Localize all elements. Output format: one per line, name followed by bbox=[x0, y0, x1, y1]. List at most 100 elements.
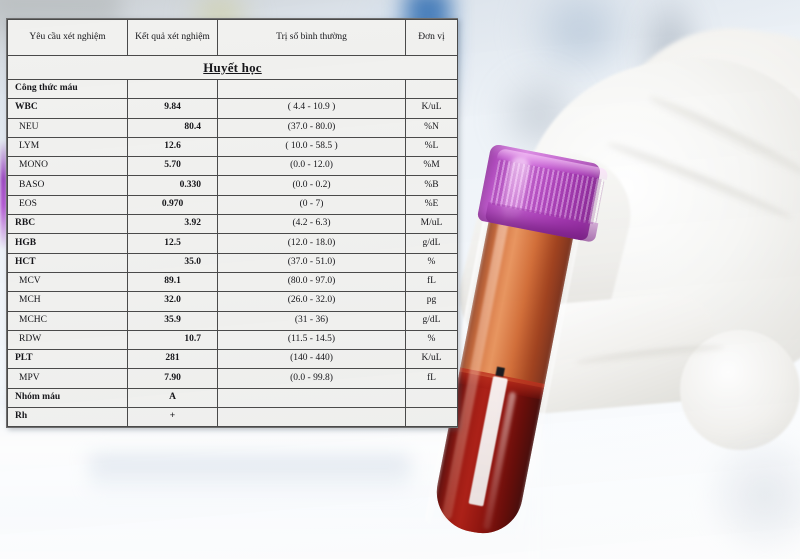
cell-test-name: HGB bbox=[7, 233, 128, 254]
cell-test-name: MPV bbox=[7, 368, 128, 389]
column-header-reference: Trị số bình thường bbox=[217, 19, 406, 56]
cell-unit: K/uL bbox=[405, 349, 458, 370]
cell-result-value: A bbox=[127, 387, 218, 409]
cell-test-name: BASO bbox=[7, 175, 128, 196]
section-title-text: Huyết học bbox=[203, 59, 262, 75]
cell-reference-range: (0.0 - 0.2) bbox=[217, 175, 406, 196]
cell-reference-range: (0.0 - 99.8) bbox=[217, 368, 406, 389]
table-row: LYM 12.6( 10.0 - 58.5 ) %L bbox=[7, 136, 458, 158]
blood-test-report: Yêu cầu xét nghiệm Kết quả xét nghiệm Tr… bbox=[6, 18, 458, 429]
cell-reference-range: (0.0 - 12.0) bbox=[217, 156, 406, 177]
cell-test-name: Công thức máu bbox=[7, 78, 128, 100]
cell-unit: %E bbox=[405, 194, 458, 216]
cell-unit: %B bbox=[405, 175, 458, 196]
cell-reference-range: ( 4.4 - 10.9 ) bbox=[217, 98, 406, 119]
tube-label-mark bbox=[495, 366, 505, 377]
cell-result-value: 3.92 bbox=[127, 214, 218, 235]
cell-unit: g/dL bbox=[405, 310, 458, 331]
table-row: Nhóm máu A bbox=[7, 387, 458, 409]
cell-test-name: HCT bbox=[7, 252, 128, 273]
cell-reference-range: (31 - 36) bbox=[217, 310, 406, 331]
cell-result-value: 32.0 bbox=[127, 291, 218, 312]
cell-test-name: RBC bbox=[7, 214, 128, 235]
cell-reference-range: (80.0 - 97.0) bbox=[217, 271, 406, 293]
cell-test-name: Nhóm máu bbox=[7, 387, 128, 409]
cell-reference-range bbox=[217, 387, 406, 409]
cell-reference-range: (140 - 440) bbox=[217, 349, 406, 370]
cell-unit: % bbox=[405, 252, 458, 273]
cell-reference-range: (4.2 - 6.3) bbox=[217, 214, 406, 235]
table-row: EOS 0.970 (0 - 7) %E bbox=[7, 194, 458, 216]
cell-result-value: 35.0 bbox=[127, 252, 218, 273]
table-row: HCT 35.0 (37.0 - 51.0)% bbox=[7, 252, 458, 273]
section-title-row: Huyết học bbox=[7, 55, 458, 80]
cell-reference-range: (37.0 - 51.0) bbox=[217, 252, 406, 273]
table-header-row: Yêu cầu xét nghiệm Kết quả xét nghiệm Tr… bbox=[7, 19, 458, 56]
cell-result-value: 0.970 bbox=[127, 194, 218, 216]
cell-reference-range: (0 - 7) bbox=[217, 194, 406, 216]
cell-test-name: LYM bbox=[7, 136, 128, 158]
cell-result-value: 281 bbox=[127, 349, 218, 370]
cell-result-value: 80.4 bbox=[127, 117, 218, 138]
cell-result-value: 10.7 bbox=[127, 329, 218, 351]
cell-reference-range bbox=[217, 78, 406, 100]
table-row: BASO 0.330 (0.0 - 0.2) %B bbox=[7, 175, 458, 196]
table-row: MONO 5.70 (0.0 - 12.0) %M bbox=[7, 156, 458, 177]
cell-reference-range: (26.0 - 32.0) bbox=[217, 291, 406, 312]
cell-test-name: Rh bbox=[7, 407, 128, 428]
cell-unit: %M bbox=[405, 156, 458, 177]
cell-test-name: MCHC bbox=[7, 310, 128, 331]
table-row: MPV 7.90 (0.0 - 99.8) fL bbox=[7, 368, 458, 389]
cell-result-value bbox=[127, 78, 218, 100]
table-row: HGB 12.5 (12.0 - 18.0) g/dL bbox=[7, 233, 458, 254]
cell-unit: M/uL bbox=[405, 214, 458, 235]
section-title-hematology: Huyết học bbox=[7, 55, 458, 80]
cell-unit bbox=[405, 78, 458, 100]
cell-unit bbox=[405, 387, 458, 409]
cell-unit: fL bbox=[405, 368, 458, 389]
cell-result-value: 9.84 bbox=[127, 98, 218, 119]
cell-test-name: MCH bbox=[7, 291, 128, 312]
column-header-test: Yêu cầu xét nghiệm bbox=[7, 19, 128, 56]
cell-result-value: 12.6 bbox=[127, 136, 218, 158]
cell-unit: % bbox=[405, 329, 458, 351]
cell-result-value: 7.90 bbox=[127, 368, 218, 389]
lab-results-table: Yêu cầu xét nghiệm Kết quả xét nghiệm Tr… bbox=[7, 19, 458, 428]
cell-result-value: 12.5 bbox=[127, 233, 218, 254]
cell-unit: %L bbox=[405, 136, 458, 158]
table-row: RBC 3.92 (4.2 - 6.3) M/uL bbox=[7, 214, 458, 235]
cell-test-name: WBC bbox=[7, 98, 128, 119]
cell-unit: fL bbox=[405, 271, 458, 293]
cell-reference-range bbox=[217, 407, 406, 428]
cell-test-name: MCV bbox=[7, 271, 128, 293]
cell-test-name: EOS bbox=[7, 194, 128, 216]
cell-reference-range: (12.0 - 18.0) bbox=[217, 233, 406, 254]
column-header-unit: Đơn vị bbox=[405, 19, 458, 56]
cell-unit: K/uL bbox=[405, 98, 458, 119]
cell-result-value: + bbox=[127, 407, 218, 428]
tube-rack-shadow bbox=[90, 455, 410, 495]
cell-unit: pg bbox=[405, 291, 458, 312]
cell-test-name: PLT bbox=[7, 349, 128, 370]
cell-unit bbox=[405, 407, 458, 428]
table-row: WBC 9.84( 4.4 - 10.9 ) K/uL bbox=[7, 98, 458, 119]
cell-test-name: MONO bbox=[7, 156, 128, 177]
cell-result-value: 0.330 bbox=[127, 175, 218, 196]
table-row: MCHC 35.9 (31 - 36) g/dL bbox=[7, 310, 458, 331]
glove-shadow bbox=[700, 430, 800, 559]
table-row: MCV 89.1 (80.0 - 97.0) fL bbox=[7, 271, 458, 293]
table-row: Rh + bbox=[7, 407, 458, 428]
cell-test-name: NEU bbox=[7, 117, 128, 138]
table-row: Công thức máu bbox=[7, 78, 458, 100]
purple-edge-artifact bbox=[0, 140, 7, 250]
column-header-result: Kết quả xét nghiệm bbox=[127, 19, 218, 56]
cell-result-value: 35.9 bbox=[127, 310, 218, 331]
table-row: NEU 80.4 (37.0 - 80.0) %N bbox=[7, 117, 458, 138]
cell-reference-range: ( 10.0 - 58.5 ) bbox=[217, 136, 406, 158]
cell-result-value: 89.1 bbox=[127, 271, 218, 293]
cell-unit: %N bbox=[405, 117, 458, 138]
cell-reference-range: (37.0 - 80.0) bbox=[217, 117, 406, 138]
table-row: MCH 32.0 (26.0 - 32.0) pg bbox=[7, 291, 458, 312]
cell-result-value: 5.70 bbox=[127, 156, 218, 177]
cell-unit: g/dL bbox=[405, 233, 458, 254]
